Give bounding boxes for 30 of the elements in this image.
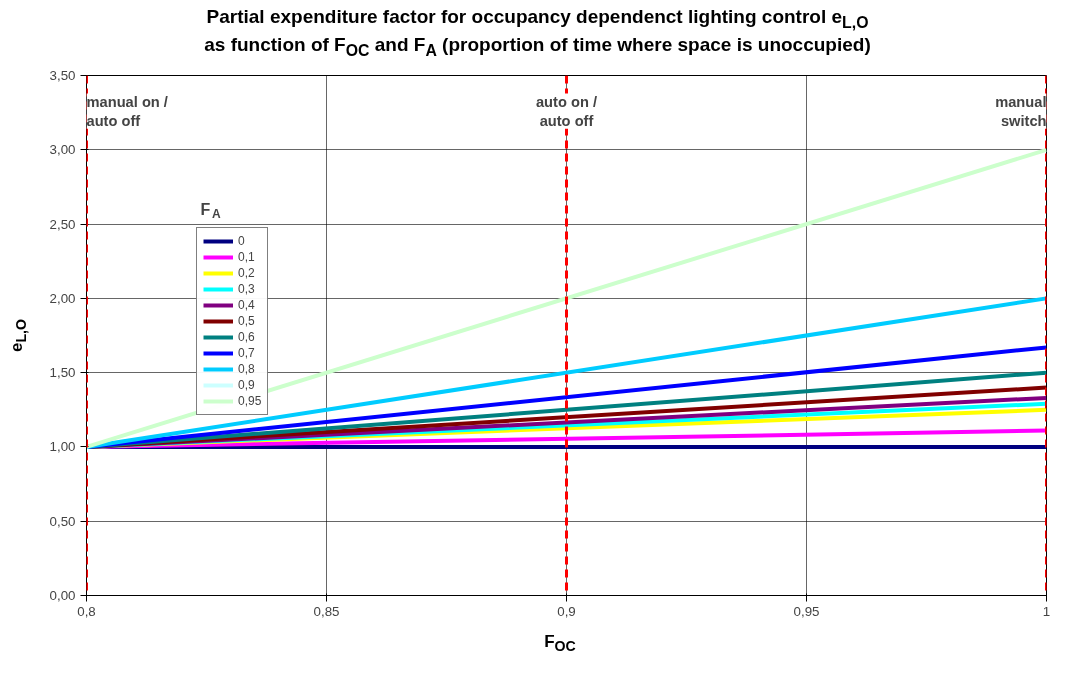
y-tick-label: 2,50 — [49, 216, 76, 232]
y-tick-label: 2,00 — [49, 291, 76, 307]
y-tick-label: 1,50 — [49, 365, 76, 381]
legend-label: 0,5 — [238, 314, 256, 329]
legend-label: 0,8 — [238, 362, 256, 377]
x-tick-label: 0,8 — [77, 603, 96, 619]
chart-title: Partial expenditure factor for occupancy dependenct lighting control e$_{L,O}$ — [206, 6, 869, 31]
y-tick-label: 0,00 — [49, 588, 76, 604]
y-tick-label: 3,50 — [49, 68, 76, 84]
y-tick-label: 0,50 — [49, 513, 76, 529]
legend-label: 0,7 — [238, 346, 256, 361]
ref-line-label: manual switch — [995, 93, 1047, 129]
x-tick-label: 0,95 — [793, 603, 820, 619]
legend-label: 0,9 — [238, 378, 256, 393]
legend-label: 0 — [238, 234, 246, 249]
legend-label: 0,4 — [238, 298, 256, 313]
x-tick-label: 0,9 — [557, 603, 576, 619]
x-tick-label: 0,85 — [313, 603, 340, 619]
legend-label: 0,3 — [238, 282, 256, 297]
x-tick-label: 1 — [1042, 603, 1051, 619]
y-tick-label: 3,00 — [49, 142, 76, 158]
legend-label: 0,1 — [238, 250, 256, 265]
legend-label: 0,95 — [238, 394, 262, 409]
ref-line-label: auto on / auto off — [535, 93, 598, 129]
x-axis-title: F$_{OC}$ — [544, 631, 576, 657]
ref-line-label: manual on / auto off — [86, 93, 168, 129]
legend-label: 0,2 — [238, 266, 256, 281]
y-tick-label: 1,00 — [49, 439, 76, 455]
legend-label: 0,6 — [238, 330, 256, 345]
chart-subtitle: as function of F$_{OC}$ and F$_{A}$ (proportion of time where space is unoccupied) — [204, 33, 871, 59]
